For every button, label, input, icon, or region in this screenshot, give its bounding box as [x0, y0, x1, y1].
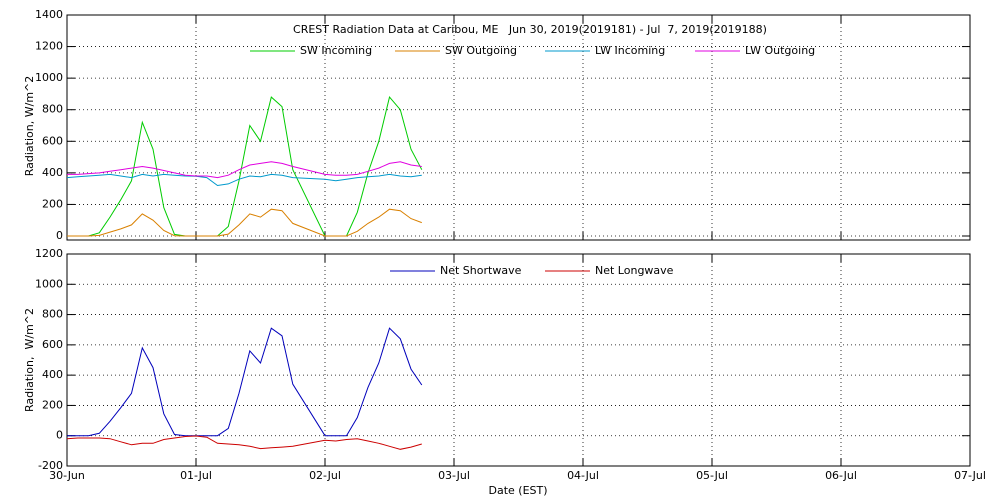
legend-label: SW Incoming: [300, 44, 372, 57]
y-tick-label: 1200: [35, 40, 63, 53]
y-tick-label: 600: [42, 338, 63, 351]
data-line: [66, 435, 422, 450]
x-tick-label: 03-Jul: [438, 469, 470, 482]
legend-label: Net Shortwave: [440, 264, 522, 277]
x-tick-label: 04-Jul: [567, 469, 599, 482]
x-axis-label: Date (EST): [488, 484, 547, 497]
y-tick-label: 200: [42, 197, 63, 210]
plot-frame: [66, 14, 971, 241]
legend-label: LW Outgoing: [745, 44, 815, 57]
y-tick-label: 0: [56, 429, 63, 442]
data-line: [66, 173, 422, 187]
data-line: [67, 208, 422, 237]
data-line: [67, 96, 423, 237]
y-tick-label: -200: [38, 459, 63, 472]
data-line: [67, 327, 423, 437]
y-axis-label: Radiation, W/m^2: [23, 308, 36, 412]
legend-label: SW Outgoing: [445, 44, 517, 57]
x-tick-label: 05-Jul: [696, 469, 728, 482]
y-tick-label: 600: [42, 134, 63, 147]
x-tick-label: 30-Jun: [49, 469, 85, 482]
y-tick-label: 1200: [35, 247, 63, 260]
legend-label: Net Longwave: [595, 264, 674, 277]
legend-label: LW Incoming: [595, 44, 665, 57]
x-tick-label: 02-Jul: [309, 469, 341, 482]
chart-title: CREST Radiation Data at Caribou, ME Jun …: [293, 23, 767, 36]
y-axis-label: Radiation, W/m^2: [23, 76, 36, 177]
data-line: [67, 161, 422, 179]
y-tick-label: 1000: [35, 71, 63, 84]
y-tick-label: 1000: [35, 277, 63, 290]
y-tick-label: 400: [42, 166, 63, 179]
y-tick-label: 1400: [35, 8, 63, 21]
y-tick-label: 800: [42, 103, 63, 116]
plot-frame: [66, 253, 971, 467]
y-tick-label: 0: [56, 229, 63, 242]
x-tick-label: 07-Jul: [954, 469, 986, 482]
y-tick-label: 400: [42, 368, 63, 381]
y-tick-label: 800: [42, 308, 63, 321]
x-tick-label: 01-Jul: [180, 469, 212, 482]
y-tick-label: 200: [42, 398, 63, 411]
x-tick-label: 06-Jul: [825, 469, 857, 482]
